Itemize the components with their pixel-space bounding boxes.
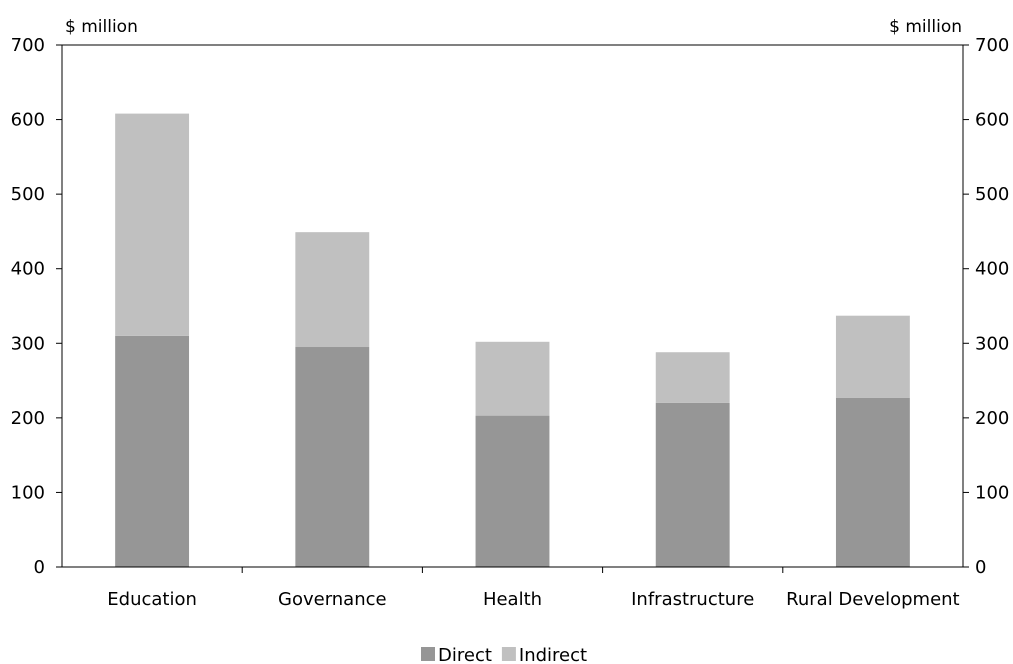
bar-direct-rural-development [835, 397, 910, 567]
bar-indirect-governance [295, 232, 370, 348]
left-tick-label-400: 400 [11, 259, 45, 280]
bar-indirect-health [475, 341, 550, 416]
legend-swatch-direct [421, 647, 435, 661]
left-tick-label-700: 700 [11, 35, 45, 56]
right-tick-label-700: 700 [975, 35, 1009, 56]
category-label-health: Health [483, 589, 542, 610]
right-tick-label-400: 400 [975, 259, 1009, 280]
right-axis-unit-label: $ million [889, 17, 962, 37]
left-tick-label-500: 500 [11, 184, 45, 205]
right-tick-label-100: 100 [975, 482, 1009, 503]
right-tick-label-200: 200 [975, 408, 1009, 429]
bar-direct-governance [295, 347, 370, 567]
legend-label-direct: Direct [438, 645, 492, 664]
bars-group [115, 113, 910, 567]
legend-swatch-indirect [501, 647, 516, 661]
category-label-education: Education [107, 589, 197, 610]
left-axis-unit-label: $ million [65, 17, 138, 37]
axes-group: 0 0 100 100 200 200 300 300 400 400 500 500 600 600 70… [11, 35, 1010, 610]
bar-indirect-education [115, 113, 190, 336]
right-tick-label-600: 600 [975, 110, 1009, 131]
left-tick-label-600: 600 [11, 110, 45, 131]
left-tick-label-0: 0 [34, 557, 45, 578]
legend-label-indirect: Indirect [519, 645, 587, 664]
category-label-governance: Governance [278, 589, 387, 610]
bar-direct-infrastructure [655, 402, 730, 567]
right-tick-label-0: 0 [975, 557, 986, 578]
category-label-infrastructure: Infrastructure [631, 589, 754, 610]
bar-direct-health [475, 415, 550, 567]
right-tick-label-300: 300 [975, 333, 1009, 354]
bar-indirect-infrastructure [655, 352, 730, 403]
left-tick-label-300: 300 [11, 333, 45, 354]
right-tick-label-500: 500 [975, 184, 1009, 205]
left-tick-label-200: 200 [11, 408, 45, 429]
bar-indirect-rural-development [835, 315, 910, 398]
category-label-rural-development: Rural Development [786, 589, 959, 610]
bar-direct-education [115, 335, 190, 567]
left-tick-label-100: 100 [11, 482, 45, 503]
legend: Direct Indirect [421, 645, 587, 664]
